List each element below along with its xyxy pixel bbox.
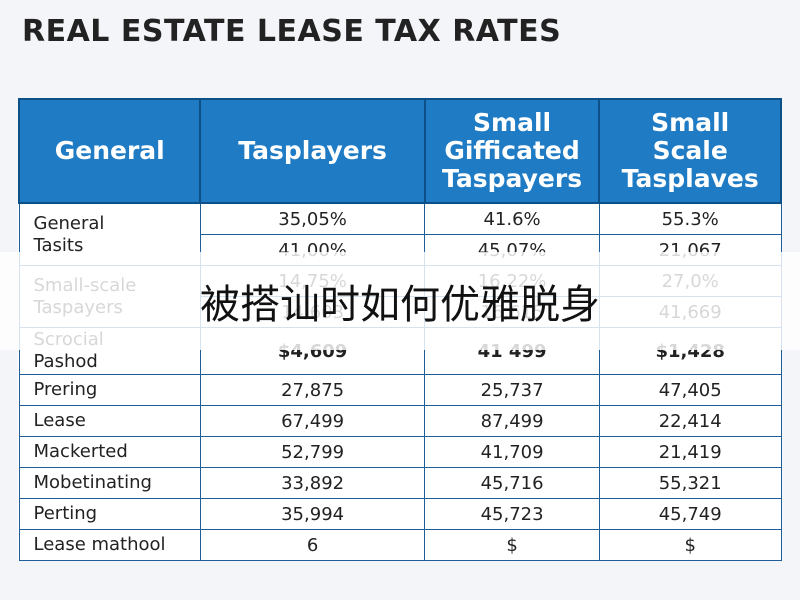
header-cell: General xyxy=(17,98,202,204)
cell: 22,414 xyxy=(598,405,782,437)
row-label: Lease mathool xyxy=(18,529,201,561)
cell: 47,405 xyxy=(598,374,782,406)
header-row: General Tasplayers Small Gifficated Taspay… xyxy=(17,98,782,204)
row-label: Prering xyxy=(18,374,201,406)
header-cell: Small Scale Tasplaves xyxy=(598,98,782,204)
row-label: Perting xyxy=(18,498,201,530)
table-row: Lease mathool 6 $ $ xyxy=(18,529,782,561)
cell: 52,799 xyxy=(199,436,426,468)
cell: 45,749 xyxy=(598,498,782,530)
cell: 55,321 xyxy=(598,467,782,499)
table-row: Prering 27,875 25,737 47,405 xyxy=(18,374,782,406)
table-row: Mobetinating 33,892 45,716 55,321 xyxy=(18,467,782,499)
cell: 41,709 xyxy=(424,436,600,468)
cell: 87,499 xyxy=(424,405,600,437)
cell: 33,892 xyxy=(199,467,426,499)
table-row: Lease 67,499 87,499 22,414 xyxy=(18,405,782,437)
cell: $ xyxy=(598,529,782,561)
cell: 25,737 xyxy=(424,374,600,406)
cell: 21,419 xyxy=(598,436,782,468)
cell: 45,723 xyxy=(424,498,600,530)
table-row: Perting 35,994 45,723 45,749 xyxy=(18,498,782,530)
header-cell: Small Gifficated Taspayers xyxy=(423,98,601,204)
row-label: Lease xyxy=(18,405,201,437)
title: REAL ESTATE LEASE TAX RATES xyxy=(22,14,562,49)
row-label: Mobetinating xyxy=(18,467,201,499)
row-label: Mackerted xyxy=(18,436,201,468)
cell: $ xyxy=(424,529,600,561)
header-cell: Tasplayers xyxy=(199,98,426,204)
cell: 27,875 xyxy=(199,374,426,406)
table-row: Mackerted 52,799 41,709 21,419 xyxy=(18,436,782,468)
cell: 67,499 xyxy=(199,405,426,437)
cell: 45,716 xyxy=(424,467,600,499)
overlay-banner: 被搭讪时如何优雅脱身 xyxy=(0,252,800,350)
cell: 41.6% xyxy=(424,202,600,235)
table-row: General Tasits 35,05% 41.6% 55.3% xyxy=(18,202,782,266)
cell: 35,994 xyxy=(199,498,426,530)
cell: 55.3% xyxy=(598,202,782,235)
cell: 6 xyxy=(199,529,426,561)
cell: 35,05% xyxy=(199,202,426,235)
